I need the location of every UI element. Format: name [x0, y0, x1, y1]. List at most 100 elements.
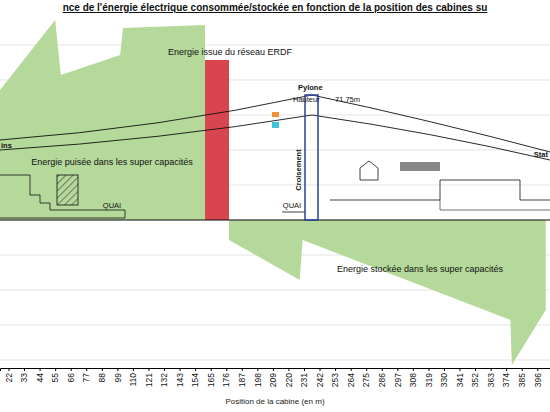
grid-line: [0, 220, 550, 221]
tick-label: 55: [50, 373, 60, 383]
tick: 77: [81, 368, 91, 382]
grid-line: [0, 360, 550, 361]
chart: Energie puisée dans les super capacités E…: [0, 0, 550, 412]
tick: 55: [50, 368, 60, 382]
buildings: [330, 180, 550, 200]
tick-label: 319: [424, 373, 434, 387]
ground-line: [0, 220, 550, 221]
grid-line: [0, 325, 550, 326]
tick-label: 165: [206, 373, 216, 387]
tick: 242: [315, 368, 325, 387]
tick-mark: [537, 368, 538, 371]
tick: 264: [346, 368, 356, 387]
tick-label: 154: [190, 373, 200, 387]
tick-label: 143: [175, 373, 185, 387]
tick-label: 77: [81, 373, 91, 383]
tick-mark: [148, 368, 149, 371]
tick: 374: [501, 368, 511, 387]
tick-mark: [71, 368, 72, 371]
tick-mark: [24, 368, 25, 371]
tick: 88: [97, 368, 107, 382]
tick-mark: [257, 368, 258, 371]
tick: 341: [455, 368, 465, 387]
cabin: [272, 112, 279, 117]
cabin: [272, 122, 279, 128]
tick-label: 198: [253, 373, 263, 387]
tick-mark: [444, 368, 445, 371]
tick-mark: [475, 368, 476, 371]
tick: 44: [35, 368, 45, 382]
tick-mark: [55, 368, 56, 371]
tick: 99: [113, 368, 123, 382]
tick-label: 385: [517, 373, 527, 387]
tick-mark: [8, 368, 9, 371]
tick-mark: [304, 368, 305, 371]
tick-label: 242: [315, 373, 325, 387]
tick-label: 341: [455, 373, 465, 387]
tick-mark: [226, 368, 227, 371]
tick-label: 176: [221, 373, 231, 387]
annotation: QUAI: [103, 201, 121, 210]
tick: 385: [517, 368, 527, 387]
tick-mark: [366, 368, 367, 371]
tick-label: 88: [97, 373, 107, 383]
tick-label: 33: [19, 373, 29, 383]
tick: 231: [299, 368, 309, 387]
tick: 286: [377, 368, 387, 387]
tick: 110: [128, 368, 138, 387]
house: [360, 161, 378, 180]
tick-mark: [428, 368, 429, 371]
tick-mark: [460, 368, 461, 371]
tick: 308: [408, 368, 418, 387]
tick-label: 352: [470, 373, 480, 387]
tick-label: 22: [4, 373, 14, 383]
hatched-block: [57, 175, 78, 205]
tick-mark: [288, 368, 289, 371]
tick: 220: [284, 368, 294, 387]
tick-label: 220: [284, 373, 294, 387]
x-axis: 2233445566778899110121132143154165176187…: [1, 368, 550, 387]
tick: 297: [393, 368, 403, 387]
tick-label: 132: [159, 373, 169, 387]
tick: 176: [221, 368, 231, 387]
quai: [282, 212, 305, 213]
annotation: Croisement: [294, 149, 303, 191]
tick-mark: [273, 368, 274, 371]
tick: 253: [330, 368, 340, 387]
tick: 132: [159, 368, 169, 387]
tick-mark: [40, 368, 41, 371]
tick-label: 44: [35, 373, 45, 383]
tick-label: 110: [128, 373, 138, 387]
tick: 22: [4, 368, 14, 382]
tick-mark: [335, 368, 336, 371]
tick: 363: [486, 368, 496, 387]
tick-mark: [506, 368, 507, 371]
buildings: [440, 200, 550, 210]
tick-label: 297: [393, 373, 403, 387]
series-label: Energie puisée dans les super capacités: [31, 157, 193, 167]
tick-mark: [86, 368, 87, 371]
axis-line: [1, 369, 550, 372]
tick: 121: [144, 368, 154, 387]
tick-label: 99: [113, 373, 123, 383]
tick-label: 374: [501, 373, 511, 387]
tick: 198: [253, 368, 263, 387]
tick-mark: [164, 368, 165, 371]
marks: [0, 20, 546, 365]
tick-label: 209: [268, 373, 278, 387]
tick-label: 231: [299, 373, 309, 387]
building: [400, 162, 440, 171]
x-axis-title: Position de la cabine (en m): [225, 397, 325, 406]
series-label: Energie issue du réseau ERDF: [168, 47, 293, 57]
annotation: ins: [1, 141, 12, 150]
tick: 154: [190, 368, 200, 387]
tick-mark: [413, 368, 414, 371]
tick-mark: [180, 368, 181, 371]
title: nce de l'énergie électrique consommée/st…: [63, 2, 488, 13]
tick-label: 121: [144, 373, 154, 387]
energy-area: [205, 60, 229, 220]
tick-label: 264: [346, 373, 356, 387]
tick: 352: [470, 368, 480, 387]
tick-mark: [491, 368, 492, 371]
series-label: Energie stockée dans les super capacités: [337, 264, 504, 274]
